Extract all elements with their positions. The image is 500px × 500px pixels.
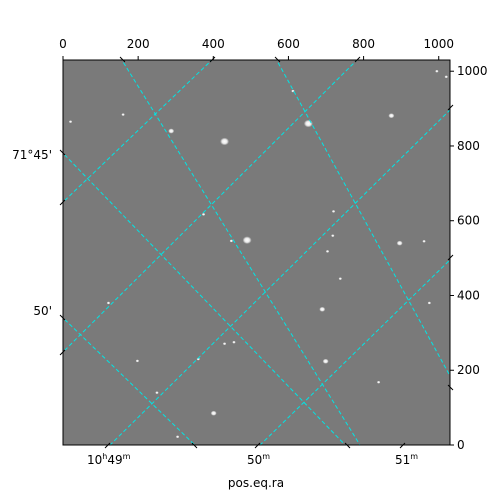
- star-point: [121, 113, 125, 117]
- dec-tick-mark: [447, 254, 454, 261]
- dec-grid-line: [63, 60, 358, 353]
- x-tick-label: 800: [352, 37, 375, 51]
- star-point: [303, 119, 313, 128]
- star-point: [229, 239, 234, 243]
- star-point: [319, 306, 326, 312]
- star-point: [388, 113, 395, 119]
- x-tick-label: 400: [202, 37, 225, 51]
- star-point: [68, 120, 73, 124]
- star-point: [435, 69, 439, 73]
- star-point: [338, 277, 342, 281]
- star-point: [376, 380, 381, 384]
- y-tick-label: 600: [457, 214, 480, 228]
- dec-grid-line: [109, 109, 450, 445]
- star-point: [106, 301, 111, 305]
- pixel-x-axis: 0 200 400 600 800 1000: [59, 37, 454, 60]
- x-tick-label: 1000: [423, 37, 454, 51]
- dec-tick-label: 50': [33, 304, 52, 318]
- y-tick-label: 800: [457, 139, 480, 153]
- coordinate-grid: [63, 60, 450, 445]
- ra-tick-label: 10h49m: [87, 452, 131, 467]
- star-point: [175, 435, 180, 439]
- ra-grid-line: [63, 152, 346, 445]
- ra-tick-mark: [274, 56, 281, 63]
- star-point: [422, 239, 426, 243]
- x-tick-label: 0: [59, 37, 67, 51]
- dec-grid-line: [259, 259, 450, 445]
- star-point: [331, 209, 336, 213]
- sky-image: [63, 60, 450, 445]
- wcs-tick-marks: [59, 56, 454, 449]
- star-point: [331, 234, 335, 238]
- star-point: [444, 75, 448, 79]
- plot-frame: [62, 59, 451, 446]
- dec-tick-mark: [447, 104, 454, 111]
- star-point: [242, 236, 252, 244]
- y-tick-label: 200: [457, 363, 480, 377]
- ra-tick-mark: [447, 384, 454, 391]
- star-point: [155, 391, 159, 395]
- x-tick-label: 600: [277, 37, 300, 51]
- ra-tick-mark: [344, 442, 351, 449]
- x-tick-label: 200: [127, 37, 150, 51]
- star-point: [232, 340, 236, 344]
- dec-tick-mark: [209, 56, 216, 63]
- star-point: [135, 359, 140, 363]
- dec-tick-label: 71°45': [12, 148, 52, 162]
- dec-tick-mark: [59, 349, 66, 356]
- dec-tick-mark: [59, 199, 66, 206]
- ra-tick-mark: [59, 149, 66, 156]
- star-point: [222, 342, 227, 346]
- dec-tick-mark: [104, 442, 111, 449]
- ra-grid-line: [121, 60, 361, 445]
- star-point: [325, 249, 330, 253]
- dec-tick-mark: [399, 442, 406, 449]
- dec-grid-line: [63, 60, 213, 203]
- y-tick-label: 400: [457, 288, 480, 302]
- star-point: [322, 358, 329, 364]
- ra-tick-label: 51m: [395, 452, 418, 467]
- star-point: [210, 410, 217, 416]
- star-point: [201, 212, 206, 216]
- dec-tick-mark: [354, 56, 361, 63]
- star-point: [396, 240, 403, 246]
- star-point: [168, 128, 175, 134]
- pixel-y-axis: 0 200 400 600 800 1000: [450, 64, 488, 452]
- star-point: [220, 137, 230, 146]
- star-point: [427, 301, 432, 305]
- ra-tick-mark: [59, 314, 66, 321]
- x-axis-label: pos.eq.ra: [228, 476, 284, 490]
- ra-tick-label: 50m: [247, 452, 270, 467]
- ra-tick-mark: [191, 442, 198, 449]
- ra-tick-mark: [119, 56, 126, 63]
- y-tick-label: 0: [457, 438, 465, 452]
- y-tick-label: 1000: [457, 64, 488, 78]
- dec-tick-mark: [254, 442, 261, 449]
